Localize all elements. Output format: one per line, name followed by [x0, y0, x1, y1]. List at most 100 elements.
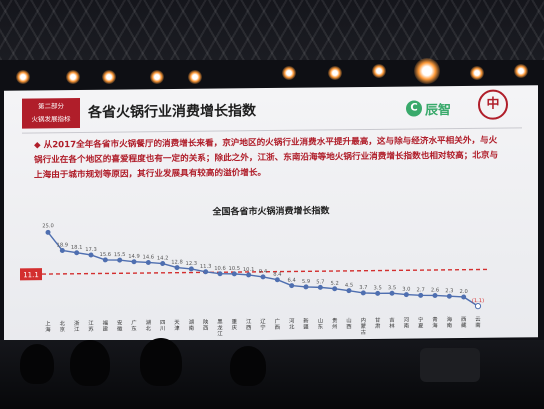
- data-label: 5.7: [316, 279, 324, 285]
- data-label: 2.0: [460, 289, 468, 295]
- data-point: [174, 265, 180, 271]
- data-label: 2.6: [431, 287, 439, 293]
- stage-light: [66, 70, 80, 84]
- stage-light: [514, 64, 528, 78]
- data-label: 11.3: [200, 264, 212, 270]
- data-label: 15.5: [114, 252, 126, 258]
- data-label: 9.4: [259, 269, 268, 275]
- stage-light: [16, 70, 30, 84]
- average-line: [42, 268, 488, 275]
- data-point: [289, 283, 295, 289]
- seal-icon: 中: [478, 89, 508, 120]
- projection-screen: 第二部分 火锅发展指标 各省火锅行业消费增长指数 C 辰智 中 ◆ 从2017全…: [4, 85, 538, 343]
- chart-title: 全国各省市火锅消费增长指数: [211, 204, 330, 217]
- data-label: 14.9: [128, 254, 140, 260]
- x-tick-label: 广西: [275, 317, 281, 331]
- association-seal-logo: 中: [474, 89, 512, 127]
- x-tick-label: 四川: [160, 319, 165, 332]
- x-tick-label: 江西: [246, 318, 252, 331]
- data-point: [102, 257, 108, 263]
- data-point: [74, 250, 80, 256]
- x-tick-label: 吉林: [389, 317, 395, 330]
- x-tick-label: 天津: [174, 319, 180, 332]
- stage-light: [102, 70, 116, 84]
- x-tick-label: 甘肃: [375, 316, 381, 330]
- audience-head: [140, 338, 182, 386]
- x-tick-label: 安徽: [117, 319, 123, 333]
- stage-light: [188, 70, 202, 84]
- summary-bullet: ◆ 从2017全年各省市火锅餐厅的消费增长来看，京沪地区的火锅行业消费水平提升最…: [34, 134, 504, 184]
- data-point: [389, 290, 395, 296]
- x-tick-label: 河北: [289, 317, 295, 331]
- stage-light: [328, 66, 342, 80]
- section-sublabel: 火锅发展指标: [31, 115, 71, 124]
- data-label: 10.6: [214, 266, 226, 272]
- x-tick-label: 北京: [60, 319, 66, 333]
- data-point: [317, 284, 323, 290]
- audience-head: [20, 344, 54, 384]
- data-label: 3.5: [388, 285, 396, 291]
- audience-head: [70, 340, 110, 386]
- data-label: 5.9: [302, 279, 310, 285]
- data-point: [274, 277, 280, 283]
- data-label: 2.7: [417, 287, 425, 293]
- chenzhi-logo: C 辰智: [406, 98, 451, 118]
- x-tick-label: 辽宁: [260, 317, 266, 331]
- data-label: 14.6: [143, 254, 155, 260]
- x-tick-label: 广东: [131, 318, 137, 332]
- data-point: [403, 292, 409, 298]
- slide-title: 各省火锅行业消费增长指数: [88, 103, 256, 121]
- average-badge: [20, 268, 42, 281]
- x-tick-label: 上海: [45, 319, 51, 333]
- x-tick-label: 黑龙江: [217, 318, 223, 337]
- data-label: 10.1: [243, 267, 255, 273]
- data-label: 18.1: [71, 245, 83, 251]
- chenzhi-logo-icon: C: [406, 100, 422, 117]
- data-point: [260, 274, 266, 280]
- data-point: [461, 294, 467, 300]
- stage-light: [150, 70, 164, 84]
- data-label: 3.0: [402, 287, 410, 293]
- data-point: [418, 292, 424, 298]
- data-point: [432, 292, 438, 298]
- data-label: 12.8: [171, 260, 183, 266]
- x-tick-label: 浙江: [74, 319, 80, 333]
- data-point: [360, 290, 366, 296]
- section-tag: 第二部分 火锅发展指标: [22, 98, 80, 129]
- data-label: 14.2: [157, 255, 169, 261]
- data-label: 10.5: [229, 266, 241, 272]
- data-label: 5.2: [331, 281, 339, 287]
- data-label: 3.5: [374, 285, 382, 291]
- x-tick-label: 贵州: [332, 316, 338, 330]
- data-label: 3.7: [359, 285, 367, 291]
- data-point: [145, 259, 151, 265]
- data-point: [160, 261, 166, 267]
- growth-index-chart: 全国各省市火锅消费增长指数 11.1 25.0 上海 18.9 北京 18.1 浙江 17.3…: [20, 204, 488, 338]
- chenzhi-logo-text: 辰智: [425, 102, 452, 118]
- stage-light: [414, 58, 440, 84]
- x-tick-label: 湖南: [189, 318, 195, 332]
- x-tick-label: 云南: [475, 316, 481, 329]
- data-label: 25.0: [42, 223, 54, 229]
- data-point: [375, 290, 381, 296]
- data-label: 6.4: [288, 278, 297, 284]
- data-point: [246, 272, 252, 278]
- x-tick-label: 海南: [447, 315, 453, 329]
- stage-light: [282, 66, 296, 80]
- x-tick-label: 山东: [318, 316, 324, 330]
- stage-light: [470, 66, 484, 80]
- data-point: [217, 271, 223, 277]
- data-label: (1.1): [472, 298, 484, 304]
- stage-speaker-box: [420, 348, 480, 382]
- x-tick-label: 新疆: [303, 317, 309, 331]
- data-point: [346, 288, 352, 294]
- data-point: [446, 293, 452, 299]
- data-label: 17.3: [85, 247, 97, 253]
- data-point: [131, 259, 137, 265]
- section-label: 第二部分: [38, 102, 64, 111]
- x-tick-label: 宁夏: [418, 315, 424, 329]
- x-tick-label: 福建: [103, 319, 109, 333]
- audience-silhouettes: [0, 338, 544, 409]
- x-tick-label: 湖北: [146, 318, 152, 332]
- data-point: [303, 284, 309, 290]
